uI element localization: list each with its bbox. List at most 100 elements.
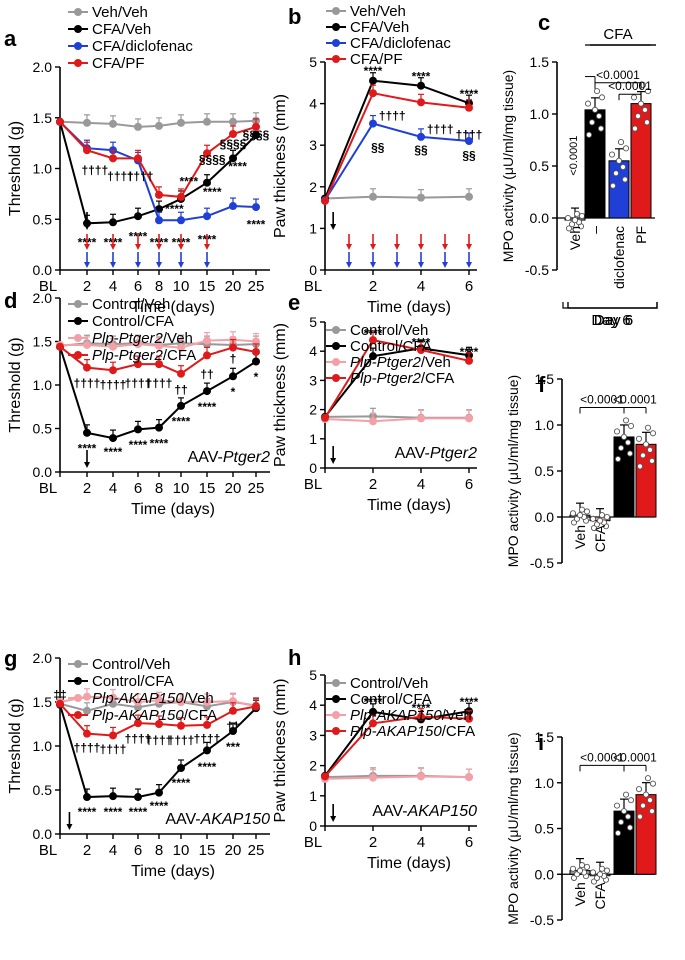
injection-arrow-head: [330, 224, 337, 230]
x-tick-label: 6: [134, 480, 142, 497]
y-tick-label: -0.5: [525, 262, 549, 278]
significance-marker: §§§§: [243, 128, 270, 142]
individual-point: [641, 106, 649, 113]
data-point: [109, 154, 117, 163]
y-tick-label: 2.0: [33, 650, 53, 666]
data-point: [109, 693, 117, 702]
footer-label: Day 6: [594, 312, 633, 329]
significance-marker: ****: [165, 202, 184, 216]
data-point: [369, 336, 377, 345]
dosing-arrow-head: [466, 244, 472, 250]
individual-point: [619, 163, 627, 171]
data-point: [417, 98, 425, 107]
y-tick-label: 0.5: [33, 782, 53, 798]
series-line: [59, 121, 257, 198]
y-tick-label: 4: [309, 343, 317, 359]
data-point: [369, 417, 377, 426]
individual-point: [569, 510, 577, 517]
data-point: [134, 340, 142, 349]
data-point: [109, 366, 117, 375]
y-tick-label: 0.0: [530, 210, 550, 226]
x-tick-label: BL: [304, 834, 322, 851]
individual-point: [644, 88, 652, 95]
data-point: [252, 131, 260, 140]
x-tick-label: 2: [369, 834, 377, 851]
data-point: [155, 121, 163, 130]
p-value-label: <0.0001: [613, 750, 657, 764]
individual-point: [627, 422, 635, 429]
data-point: [252, 357, 260, 366]
legend-swatch-dot: [74, 711, 82, 719]
p-value-label: <0.0001: [580, 393, 624, 407]
data-point: [229, 343, 237, 352]
dosing-arrow-head: [110, 262, 116, 268]
data-point: [134, 122, 142, 131]
dosing-arrow-head: [346, 262, 352, 268]
legend-swatch-dot: [332, 326, 340, 334]
y-tick-label: 4: [309, 697, 317, 713]
significance-marker: ***: [226, 740, 240, 754]
individual-point: [644, 775, 652, 782]
individual-point: [603, 867, 611, 874]
significance-marker: §§§§: [199, 152, 226, 166]
data-point: [417, 132, 425, 141]
legend-swatch-dot: [74, 334, 82, 342]
significance-marker: ††††: [146, 376, 173, 390]
individual-point: [624, 813, 632, 820]
individual-point: [564, 214, 572, 222]
significance-marker: §§: [371, 140, 385, 154]
significance-marker: ††††: [456, 128, 483, 142]
data-point: [109, 342, 117, 351]
data-point: [369, 719, 377, 728]
legend-label: Plp-AKAP150/CFA: [350, 723, 475, 740]
individual-point: [620, 433, 628, 441]
y-axis-label: MPO activity (μU/ml/mg tissue): [505, 732, 521, 924]
data-point: [177, 698, 185, 706]
aav-label: AAV-Ptger2: [188, 449, 271, 466]
data-point: [369, 707, 377, 716]
significance-marker: ††††: [146, 734, 173, 748]
category-label: Veh: [572, 525, 588, 549]
legend-label: Control/CFA: [92, 313, 174, 330]
data-point: [369, 89, 377, 98]
individual-point: [617, 444, 625, 452]
data-point: [134, 719, 142, 728]
x-tick-label: 6: [465, 476, 473, 493]
data-point: [203, 212, 211, 221]
significance-marker: ****: [78, 805, 97, 819]
y-tick-label: 0: [309, 262, 317, 278]
legend-label: Plp-Ptger2/Veh: [350, 354, 451, 371]
data-point: [177, 343, 185, 352]
individual-point: [639, 802, 647, 809]
y-tick-label: 3: [309, 137, 317, 153]
data-point: [369, 192, 377, 201]
significance-marker: ****: [228, 159, 247, 173]
legend-swatch-dot: [332, 23, 340, 31]
data-point: [177, 369, 185, 378]
individual-point: [603, 513, 611, 521]
data-point: [155, 696, 163, 705]
series-line: [324, 715, 470, 778]
data-point: [203, 336, 211, 345]
significance-marker: ****: [198, 760, 217, 774]
data-point: [252, 122, 260, 131]
legend-label: CFA/Veh: [92, 21, 151, 38]
x-tick-label: 8: [155, 278, 163, 295]
data-point: [155, 720, 163, 728]
series-line: [324, 710, 470, 777]
x-tick-label: 4: [417, 278, 425, 295]
data-point: [321, 413, 329, 422]
series-line: [324, 79, 470, 199]
data-point: [83, 692, 91, 701]
legend-label: Control/Veh: [350, 322, 428, 339]
data-point: [109, 731, 117, 740]
legend-label: Veh/Veh: [92, 4, 148, 21]
y-tick-label: 0.5: [33, 211, 53, 227]
data-point: [417, 414, 425, 423]
data-point: [155, 423, 163, 432]
dosing-arrow-head: [178, 262, 184, 268]
legend-label: CFA/diclofenac: [92, 38, 193, 55]
data-point: [83, 706, 91, 715]
x-tick-label: 4: [109, 480, 117, 497]
data-point: [465, 714, 473, 723]
